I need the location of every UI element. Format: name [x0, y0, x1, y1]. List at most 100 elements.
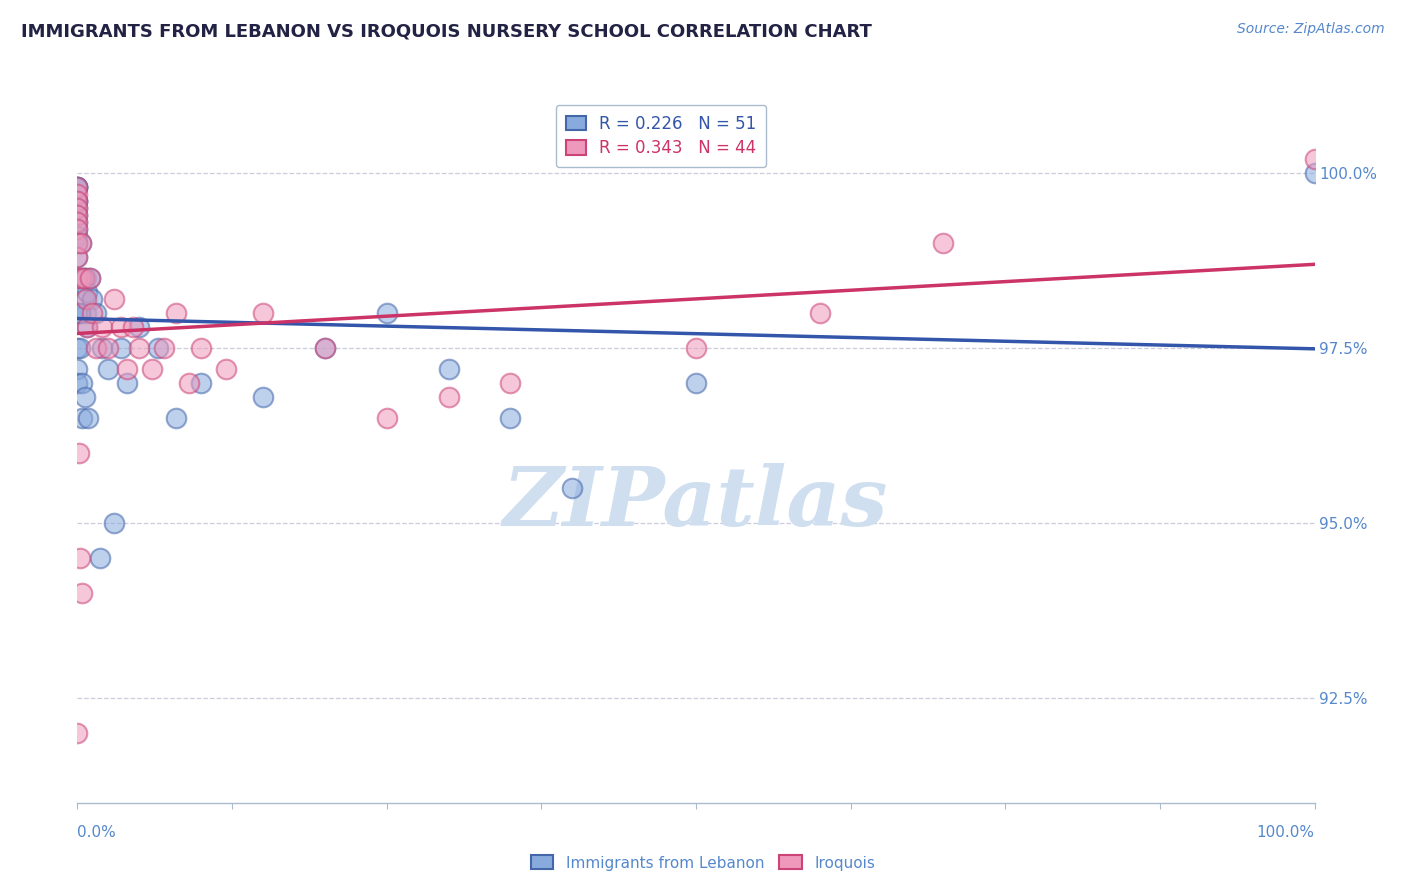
Point: [70, 271, 93, 285]
Point: [103, 516, 125, 530]
Point: [314, 341, 336, 355]
Point: [70, 236, 93, 251]
Point: [84, 306, 107, 320]
Point: [561, 481, 583, 495]
Text: ZIPatlas: ZIPatlas: [503, 463, 889, 543]
Point: [97, 362, 120, 376]
Point: [66, 236, 89, 251]
Point: [66, 222, 89, 236]
Point: [252, 306, 274, 320]
Point: [146, 341, 169, 355]
Point: [1303, 166, 1326, 180]
Point: [437, 362, 460, 376]
Point: [128, 320, 150, 334]
Point: [69, 341, 91, 355]
Point: [69, 306, 91, 320]
Point: [97, 341, 120, 355]
Point: [82, 306, 104, 320]
Point: [141, 362, 163, 376]
Point: [66, 201, 89, 215]
Point: [66, 341, 89, 355]
Point: [67, 446, 90, 460]
Point: [79, 271, 101, 285]
Point: [153, 341, 176, 355]
Point: [314, 341, 336, 355]
Point: [103, 292, 125, 306]
Point: [932, 236, 955, 251]
Point: [66, 271, 89, 285]
Point: [499, 411, 522, 425]
Point: [66, 180, 89, 194]
Point: [72, 376, 94, 390]
Point: [89, 550, 111, 565]
Point: [215, 362, 238, 376]
Point: [110, 320, 132, 334]
Point: [437, 390, 460, 404]
Point: [66, 306, 89, 320]
Point: [66, 362, 89, 376]
Point: [66, 201, 89, 215]
Point: [66, 215, 89, 229]
Point: [177, 376, 200, 390]
Point: [91, 320, 114, 334]
Point: [375, 411, 398, 425]
Point: [66, 250, 89, 264]
Point: [76, 320, 98, 334]
Point: [685, 376, 707, 390]
Point: [66, 222, 89, 236]
Point: [115, 362, 138, 376]
Point: [128, 341, 150, 355]
Point: [685, 341, 707, 355]
Point: [190, 341, 212, 355]
Point: [190, 376, 212, 390]
Point: [66, 194, 89, 208]
Point: [808, 306, 831, 320]
Point: [252, 390, 274, 404]
Point: [66, 215, 89, 229]
Point: [66, 194, 89, 208]
Point: [66, 194, 89, 208]
Text: 0.0%: 0.0%: [77, 825, 117, 840]
Point: [122, 320, 145, 334]
Point: [72, 411, 94, 425]
Point: [165, 306, 187, 320]
Point: [77, 411, 100, 425]
Point: [66, 726, 89, 740]
Point: [66, 376, 89, 390]
Point: [72, 586, 94, 600]
Point: [165, 411, 187, 425]
Text: 100.0%: 100.0%: [1257, 825, 1315, 840]
Point: [69, 550, 91, 565]
Text: IMMIGRANTS FROM LEBANON VS IROQUOIS NURSERY SCHOOL CORRELATION CHART: IMMIGRANTS FROM LEBANON VS IROQUOIS NURS…: [21, 22, 872, 40]
Point: [72, 292, 94, 306]
Point: [66, 208, 89, 222]
Point: [66, 236, 89, 251]
Point: [91, 341, 114, 355]
Text: Source: ZipAtlas.com: Source: ZipAtlas.com: [1237, 22, 1385, 37]
Point: [66, 208, 89, 222]
Point: [66, 229, 89, 244]
Point: [66, 187, 89, 202]
Point: [84, 341, 107, 355]
Point: [66, 250, 89, 264]
Point: [72, 271, 94, 285]
Point: [499, 376, 522, 390]
Point: [82, 292, 104, 306]
Point: [76, 285, 98, 299]
Point: [70, 271, 93, 285]
Point: [66, 180, 89, 194]
Point: [76, 320, 98, 334]
Legend: R = 0.226   N = 51, R = 0.343   N = 44: R = 0.226 N = 51, R = 0.343 N = 44: [555, 104, 766, 168]
Point: [66, 180, 89, 194]
Point: [73, 390, 96, 404]
Point: [110, 341, 132, 355]
Point: [115, 376, 138, 390]
Point: [375, 306, 398, 320]
Point: [66, 180, 89, 194]
Point: [70, 236, 93, 251]
Point: [72, 271, 94, 285]
Legend: Immigrants from Lebanon, Iroquois: Immigrants from Lebanon, Iroquois: [524, 849, 882, 877]
Point: [1303, 152, 1326, 166]
Point: [75, 271, 97, 285]
Point: [75, 306, 97, 320]
